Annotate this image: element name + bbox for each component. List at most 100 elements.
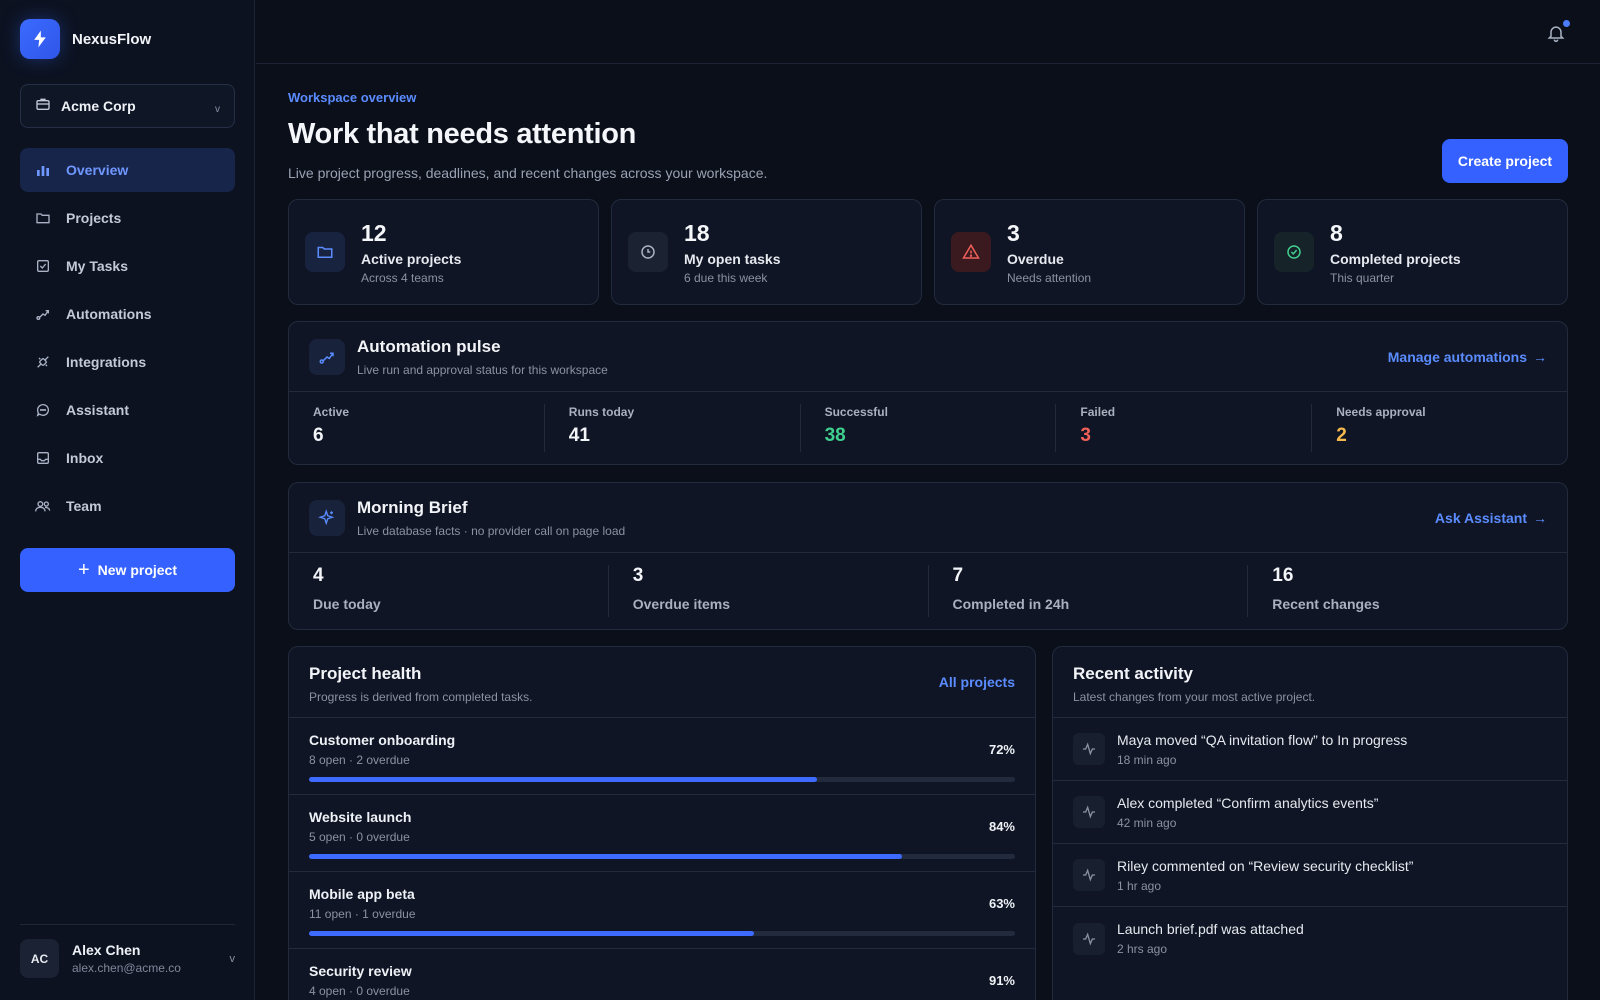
- metric-value: 16: [1272, 565, 1294, 586]
- card-desc: Latest changes from your most active pro…: [1073, 690, 1316, 704]
- user-email: alex.chen@acme.co: [72, 961, 181, 975]
- metric-successful: Successful 38: [799, 404, 1056, 452]
- metric-label: Runs today: [568, 405, 635, 419]
- ask-assistant-link[interactable]: Ask Assistant →: [1435, 510, 1547, 526]
- metric-needs-approval: Needs approval 2: [1311, 404, 1567, 452]
- panel-title: Automation pulse: [357, 336, 501, 356]
- new-project-button[interactable]: + New project: [20, 548, 235, 592]
- stat-card-active-projects[interactable]: 12 Active projects Across 4 teams: [288, 199, 599, 305]
- stat-label: Active projects: [361, 250, 462, 267]
- card-header: Project health Progress is derived from …: [289, 647, 1035, 718]
- sidebar-item-assistant[interactable]: Assistant: [20, 388, 235, 432]
- activity-time: 42 min ago: [1117, 815, 1177, 830]
- metric-runs-today: Runs today 41: [543, 404, 800, 452]
- folder-icon: [34, 209, 52, 227]
- activity-item[interactable]: Launch brief.pdf was attached 2 hrs ago: [1053, 907, 1567, 970]
- page-subtitle: Live project progress, deadlines, and re…: [288, 165, 768, 181]
- user-menu[interactable]: AC Alex Chen alex.chen@acme.co v: [20, 939, 235, 978]
- workflow-icon: [34, 305, 52, 323]
- manage-automations-link[interactable]: Manage automations →: [1388, 349, 1547, 365]
- project-row[interactable]: Mobile app beta 11 open · 1 overdue 63%: [289, 872, 1035, 949]
- stat-sub: Needs attention: [1007, 270, 1092, 285]
- sidebar-item-overview[interactable]: Overview: [20, 148, 235, 192]
- project-row[interactable]: Customer onboarding 8 open · 2 overdue 7…: [289, 718, 1035, 795]
- metric-value: 3: [632, 565, 644, 586]
- sparkle-icon: [309, 499, 345, 536]
- activity-pulse-icon: [1073, 859, 1105, 891]
- project-name: Website launch: [309, 809, 412, 825]
- workflow-icon: [309, 338, 345, 375]
- automation-pulse-panel: Automation pulse Live run and approval s…: [288, 321, 1568, 465]
- link-label: Ask Assistant: [1434, 509, 1527, 526]
- chevron-down-icon: v: [215, 103, 220, 115]
- lightning-logo-icon: [20, 19, 60, 59]
- notifications-bell-icon[interactable]: [1546, 20, 1570, 44]
- project-percent: 84%: [988, 819, 1015, 834]
- activity-pulse-icon: [1073, 796, 1105, 828]
- card-desc: Progress is derived from completed tasks…: [309, 690, 533, 704]
- brief-overdue-items[interactable]: 3 Overdue items: [607, 565, 928, 617]
- inbox-icon: [34, 449, 52, 467]
- stat-card-completed[interactable]: 8 Completed projects This quarter: [1257, 199, 1568, 305]
- brief-completed-24h[interactable]: 7 Completed in 24h: [927, 565, 1248, 617]
- sidebar-item-projects[interactable]: Projects: [20, 196, 235, 240]
- create-project-button[interactable]: Create project: [1442, 139, 1568, 183]
- activity-text: Launch brief.pdf was attached: [1117, 921, 1304, 937]
- project-row[interactable]: Security review 4 open · 0 overdue 91%: [289, 949, 1035, 1000]
- activity-time: 2 hrs ago: [1117, 942, 1168, 956]
- sidebar-item-integrations[interactable]: Integrations: [20, 340, 235, 384]
- project-meta: 11 open · 1 overdue: [309, 907, 416, 921]
- card-title: Project health: [309, 664, 422, 683]
- metric-active: Active 6: [289, 404, 544, 452]
- all-projects-link[interactable]: All projects: [938, 674, 1015, 690]
- checkbox-icon: [34, 257, 52, 275]
- project-row[interactable]: Website launch 5 open · 0 overdue 84%: [289, 795, 1035, 872]
- project-meta: 8 open · 2 overdue: [309, 753, 410, 767]
- project-percent: 72%: [988, 742, 1015, 757]
- progress-track: [309, 777, 1015, 782]
- metric-value: 38: [824, 425, 846, 446]
- stat-card-overdue[interactable]: 3 Overdue Needs attention: [934, 199, 1245, 305]
- plug-icon: [34, 353, 52, 371]
- project-percent: 91%: [988, 973, 1015, 988]
- progress-track: [309, 931, 1015, 936]
- panel-title: Morning Brief: [357, 497, 468, 517]
- sidebar-item-label: Team: [66, 498, 102, 514]
- activity-time: 18 min ago: [1117, 752, 1177, 767]
- pulse-metrics: Active 6 Runs today 41 Successful 38 Fai…: [289, 392, 1567, 464]
- stat-label: My open tasks: [684, 250, 781, 267]
- chevron-down-icon: v: [229, 952, 236, 965]
- card-header: Recent activity Latest changes from your…: [1053, 647, 1567, 718]
- brand[interactable]: NexusFlow: [20, 19, 151, 59]
- org-name: Acme Corp: [61, 98, 136, 114]
- activity-item[interactable]: Maya moved “QA invitation flow” to In pr…: [1053, 718, 1567, 781]
- avatar: AC: [20, 939, 59, 978]
- stat-sub: 6 due this week: [684, 270, 768, 285]
- brief-due-today[interactable]: 4 Due today: [289, 565, 608, 617]
- metric-label: Completed in 24h: [952, 596, 1070, 612]
- panel-header: Automation pulse Live run and approval s…: [289, 322, 1567, 392]
- brand-name: NexusFlow: [72, 30, 152, 48]
- folder-icon: [305, 232, 345, 272]
- stat-sub: Across 4 teams: [361, 270, 444, 285]
- activity-pulse-icon: [1073, 733, 1105, 765]
- activity-pulse-icon: [1073, 922, 1105, 955]
- sidebar-item-my-tasks[interactable]: My Tasks: [20, 244, 235, 288]
- eyebrow: Workspace overview: [288, 90, 417, 105]
- sidebar-item-inbox[interactable]: Inbox: [20, 436, 235, 480]
- warning-icon: [951, 232, 991, 272]
- sidebar-item-label: Inbox: [66, 450, 104, 466]
- activity-item[interactable]: Riley commented on “Review security chec…: [1053, 844, 1567, 907]
- sidebar-item-automations[interactable]: Automations: [20, 292, 235, 336]
- metric-label: Due today: [313, 596, 381, 612]
- activity-item[interactable]: Alex completed “Confirm analytics events…: [1053, 781, 1567, 844]
- sidebar: NexusFlow Acme Corp v Overview Projects …: [0, 0, 255, 1000]
- brief-recent-changes[interactable]: 16 Recent changes: [1247, 565, 1567, 617]
- sidebar-item-team[interactable]: Team: [20, 484, 235, 528]
- org-switcher[interactable]: Acme Corp v: [20, 84, 235, 128]
- user-name: Alex Chen: [72, 942, 141, 958]
- stat-card-open-tasks[interactable]: 18 My open tasks 6 due this week: [611, 199, 922, 305]
- briefcase-icon: [35, 96, 51, 117]
- metric-failed: Failed 3: [1055, 404, 1311, 452]
- divider: [20, 924, 235, 925]
